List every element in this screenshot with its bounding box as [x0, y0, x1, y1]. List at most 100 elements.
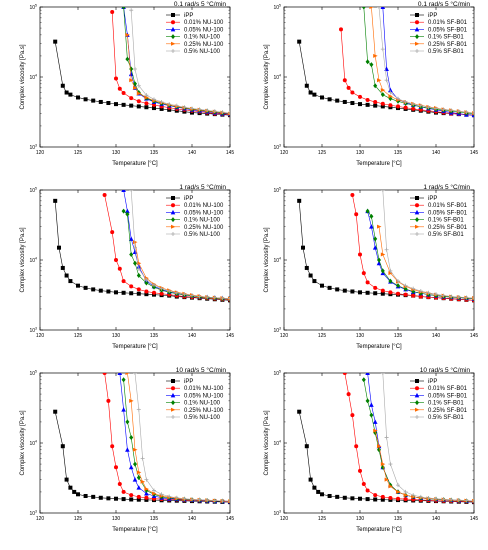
data-point: [358, 252, 362, 257]
data-point: [342, 99, 347, 104]
y-tick-label: 103: [29, 144, 37, 152]
data-point: [304, 444, 309, 449]
data-point: [83, 97, 88, 102]
x-tick-label: 120: [280, 333, 289, 339]
condition-label: 0.1 rad/s 5 °C/min: [418, 0, 470, 8]
data-point: [335, 98, 340, 103]
series-line: [104, 373, 230, 502]
data-point: [174, 495, 179, 500]
legend-marker: [171, 224, 176, 229]
x-tick-label: 120: [280, 150, 289, 156]
data-point: [167, 107, 172, 112]
data-point: [312, 485, 317, 490]
series-line: [127, 34, 230, 114]
y-tick-label: 105: [29, 187, 37, 195]
data-point: [110, 230, 115, 235]
condition-label: 0.1 rad/s 5 °C/min: [174, 0, 226, 8]
data-point: [182, 496, 187, 501]
data-point: [114, 290, 118, 295]
legend-marker: [415, 196, 419, 200]
y-tick-label: 105: [273, 370, 281, 378]
y-tick-label: 104: [273, 257, 281, 265]
data-point: [129, 66, 134, 72]
data-point: [228, 499, 230, 504]
y-tick-label: 104: [273, 440, 281, 448]
data-point: [136, 475, 141, 481]
data-point: [136, 407, 141, 412]
series-line: [119, 373, 230, 502]
data-point: [358, 94, 362, 99]
data-point: [129, 190, 134, 192]
data-point: [102, 192, 107, 197]
legend-label: 0.01% NU-100: [184, 203, 224, 209]
chart-panel-3: 120 125 130 135 140 145 103 104 105 Temperature […: [20, 183, 234, 350]
data-point: [403, 489, 408, 494]
legend-label: 0.01% SF-B01: [428, 20, 468, 26]
data-point: [159, 492, 164, 497]
legend-label: 0.05% SF-B01: [428, 393, 468, 399]
x-tick-label: 120: [36, 150, 45, 156]
data-point: [144, 277, 149, 282]
chart-panel-5: 120 125 130 135 140 145 103 104 105 Temperature […: [20, 366, 234, 533]
y-tick-label: 103: [273, 510, 281, 518]
data-point: [456, 109, 461, 114]
x-axis-label: Temperature [°C]: [356, 344, 402, 350]
data-point: [403, 99, 408, 104]
data-point: [365, 280, 370, 285]
data-point: [388, 90, 393, 95]
data-point: [144, 495, 149, 500]
data-point: [380, 190, 385, 192]
data-point: [403, 292, 408, 297]
legend-marker: [415, 379, 419, 383]
legend-label: iPP: [428, 13, 437, 19]
y-tick-label: 105: [29, 370, 37, 378]
x-tick-label: 125: [318, 150, 327, 156]
data-point: [418, 289, 423, 294]
data-point: [182, 292, 187, 297]
data-point: [68, 92, 73, 97]
data-point: [53, 198, 58, 203]
data-point: [316, 489, 321, 494]
data-point: [64, 273, 69, 278]
y-tick-label: 104: [29, 74, 37, 82]
data-point: [76, 492, 80, 497]
x-tick-label: 125: [74, 333, 83, 339]
y-tick-label: 105: [273, 4, 281, 12]
data-point: [76, 283, 80, 288]
data-point: [388, 94, 393, 99]
legend-marker: [415, 232, 419, 236]
data-point: [380, 92, 385, 98]
data-point: [346, 392, 351, 397]
data-point: [152, 284, 156, 290]
x-tick-label: 135: [150, 516, 159, 522]
legend-label: 0.01% NU-100: [184, 386, 224, 392]
data-point: [133, 85, 138, 90]
data-point: [354, 444, 359, 449]
data-point: [133, 245, 137, 250]
data-point: [342, 495, 347, 500]
data-point: [60, 265, 65, 270]
data-point: [327, 285, 332, 290]
data-point: [125, 447, 130, 452]
legend-marker: [415, 217, 419, 223]
data-point: [136, 99, 141, 104]
data-point: [380, 373, 385, 375]
data-point: [129, 251, 134, 257]
legend-marker: [171, 203, 175, 208]
data-point: [396, 96, 400, 101]
y-tick-label: 105: [29, 4, 37, 12]
data-point: [91, 494, 96, 499]
data-point: [182, 105, 187, 110]
data-point: [125, 32, 130, 37]
legend-label: 0.5% NU-100: [184, 232, 221, 238]
data-point: [136, 91, 142, 96]
data-point: [380, 101, 385, 106]
data-point: [125, 56, 130, 62]
data-point: [335, 494, 340, 499]
data-point: [190, 497, 194, 502]
data-point: [411, 293, 416, 298]
data-point: [212, 295, 217, 300]
condition-label: 10 rad/s 5 °C/min: [176, 366, 227, 374]
data-point: [205, 498, 210, 503]
data-point: [68, 279, 73, 284]
